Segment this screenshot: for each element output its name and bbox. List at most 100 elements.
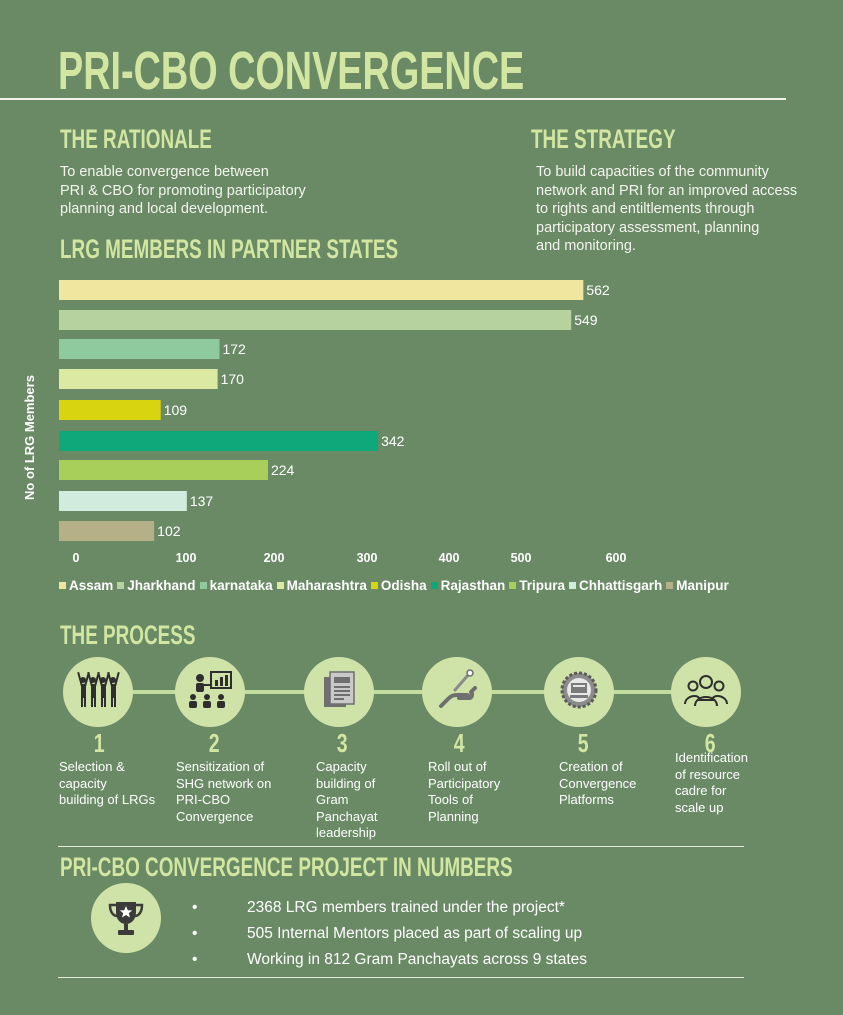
step-3-description: Capacity building of Gram Panchayat lead… [316, 759, 378, 840]
step-6-circle [671, 657, 741, 727]
strategy-title: THE STRATEGY [531, 124, 676, 154]
legend-label: Rajasthan [440, 578, 506, 593]
legend-label: Tripura [519, 578, 565, 593]
legend-swatch [509, 582, 517, 589]
data-label-assam: 562 [586, 282, 610, 298]
legend-swatch [117, 582, 125, 589]
step-5-description: Creation of Convergence Platforms [559, 759, 637, 807]
legend-item-manipur: Manipur [666, 578, 729, 593]
legend-item-rajasthan: Rajasthan [430, 578, 506, 593]
step-5-number: 5 [577, 728, 589, 758]
step-1-description: Selection & capacity building of LRGs [59, 759, 156, 807]
page-title: PRI-CBO CONVERGENCE [58, 41, 525, 101]
bar-manipur [59, 521, 155, 541]
x-tick-label: 200 [264, 551, 285, 565]
step-2-circle [175, 657, 245, 727]
document-icon [319, 668, 359, 717]
numbers-item-text: 505 Internal Mentors placed as part of s… [247, 925, 583, 942]
step-3-number: 3 [336, 728, 348, 758]
legend-swatch [568, 582, 576, 589]
bar-chart: 562 549 172 170 109 342 224 137 102 0 100 200 300 400… [59, 280, 627, 565]
x-tick-label: 300 [357, 551, 378, 565]
step-1-circle [63, 657, 133, 727]
bar-tripura [59, 460, 268, 480]
bullet: • [192, 925, 198, 942]
step-4-number: 4 [453, 728, 465, 758]
group-icon [683, 670, 729, 715]
bullet: • [192, 899, 198, 916]
bullet: • [192, 951, 198, 968]
strategy-text: To build capacities of the community net… [536, 164, 798, 254]
legend-label: Odisha [380, 578, 427, 593]
bar-rajasthan [59, 431, 379, 451]
legend-item-tripura: Tripura [509, 578, 565, 593]
numbers-divider-bottom [58, 977, 744, 978]
rationale-title: THE RATIONALE [60, 124, 212, 154]
numbers-title: PRI-CBO CONVERGENCE PROJECT IN NUMBERS [60, 852, 513, 882]
chart-legend: Assam Jharkhand karnataka Maharashtra Odisha… [59, 578, 733, 593]
step-5-circle [544, 657, 614, 727]
hand-tool-icon [435, 668, 479, 717]
step-4-description: Roll out of Participatory Tools of Plann… [428, 759, 501, 824]
numbers-item: • Working in 812 Gram Panchayats across 9… [192, 951, 587, 969]
rationale-text: To enable convergence between PRI & CBO … [60, 164, 306, 217]
data-label-maharashtra: 170 [221, 371, 245, 387]
data-label-odisha: 109 [164, 402, 188, 418]
bar-karnataka [59, 339, 220, 359]
legend-item-chhattisgarh: Chhattisgarh [568, 578, 663, 593]
numbers-item-text: 2368 LRG members trained under the proje… [247, 899, 565, 916]
numbers-item: • 2368 LRG members trained under the proj… [192, 899, 565, 917]
bar-assam [59, 280, 584, 300]
legend-label: Chhattisgarh [578, 578, 663, 593]
title-divider [0, 98, 786, 100]
x-tick-label: 400 [439, 551, 460, 565]
numbers-item: • 505 Internal Mentors placed as part of … [192, 925, 582, 943]
legend-label: Manipur [676, 578, 729, 593]
data-label-tripura: 224 [271, 462, 295, 478]
process-connector-line [120, 690, 700, 694]
x-tick-label: 500 [511, 551, 532, 565]
chart-title: LRG MEMBERS IN PARTNER STATES [60, 234, 399, 264]
step-6-description: Identification of resource cadre for sca… [675, 750, 748, 815]
legend-label: Jharkhand [127, 578, 196, 593]
step-1-number: 1 [93, 728, 105, 758]
process-title: THE PROCESS [60, 620, 196, 650]
step-2-number: 2 [208, 728, 220, 758]
data-label-rajasthan: 342 [381, 433, 405, 449]
data-label-chhattisgarh: 137 [190, 493, 214, 509]
legend-item-odisha: Odisha [370, 578, 427, 593]
x-tick-label: 600 [606, 551, 627, 565]
x-tick-label: 100 [176, 551, 197, 565]
legend-item-assam: Assam [59, 578, 113, 593]
data-label-jharkhand: 549 [574, 312, 598, 328]
data-label-karnataka: 172 [222, 341, 246, 357]
numbers-divider-top [58, 846, 744, 847]
platform-gear-icon [557, 668, 601, 717]
bar-chhattisgarh [59, 491, 187, 511]
legend-item-maharashtra: Maharashtra [276, 578, 367, 593]
trophy-icon [91, 883, 161, 953]
legend-item-karnataka: karnataka [199, 578, 273, 593]
legend-swatch [430, 582, 438, 589]
step-4-circle [422, 657, 492, 727]
step-2-description: Sensitization of SHG network on PRI-CBO … [176, 759, 272, 824]
legend-label: karnataka [209, 578, 273, 593]
bar-jharkhand [59, 310, 572, 330]
legend-swatch [666, 582, 674, 589]
legend-label: Maharashtra [286, 578, 367, 593]
bar-maharashtra [59, 369, 218, 389]
step-3-circle [304, 657, 374, 727]
legend-swatch [276, 582, 284, 589]
x-tick-label: 0 [73, 551, 80, 565]
step-6-number: 6 [704, 728, 716, 758]
legend-label: Assam [69, 578, 114, 593]
legend-swatch [370, 582, 378, 589]
legend-swatch [59, 582, 66, 589]
numbers-item-text: Working in 812 Gram Panchayats across 9 … [247, 951, 588, 968]
data-label-manipur: 102 [157, 523, 181, 539]
people-raising-hands-icon [76, 670, 120, 715]
presentation-icon [187, 670, 233, 715]
bar-odisha [59, 400, 161, 420]
legend-swatch [199, 582, 207, 589]
legend-item-jharkhand: Jharkhand [117, 578, 196, 593]
